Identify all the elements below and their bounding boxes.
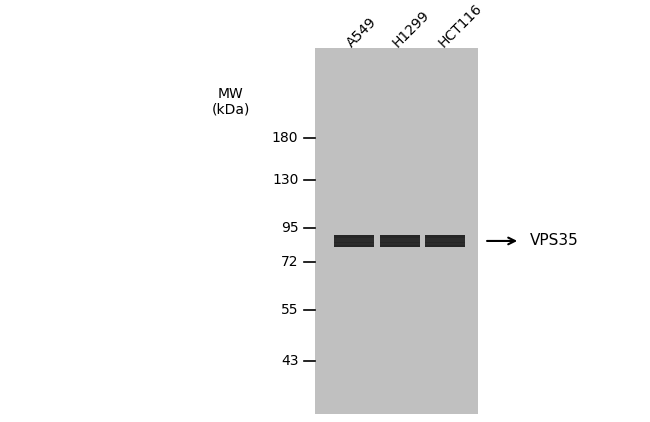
Bar: [425, 243, 465, 245]
Text: 72: 72: [281, 255, 298, 269]
Bar: [334, 243, 374, 245]
Text: 55: 55: [281, 303, 298, 316]
Bar: [334, 235, 374, 247]
Text: VPS35: VPS35: [530, 233, 578, 249]
Text: HCT116: HCT116: [436, 1, 484, 50]
Bar: [334, 240, 374, 242]
Bar: [380, 235, 420, 247]
Text: 43: 43: [281, 354, 298, 368]
Bar: [380, 238, 420, 240]
Text: A549: A549: [344, 15, 380, 50]
Bar: [380, 240, 420, 242]
Text: 180: 180: [272, 131, 298, 145]
Bar: [334, 238, 374, 240]
Text: 95: 95: [281, 221, 298, 235]
Bar: [425, 235, 465, 247]
Bar: [315, 49, 478, 414]
Bar: [380, 243, 420, 245]
Text: 130: 130: [272, 173, 298, 187]
Bar: [425, 240, 465, 242]
Text: MW
(kDa): MW (kDa): [211, 87, 250, 117]
Bar: [425, 238, 465, 240]
Text: H1299: H1299: [390, 8, 432, 50]
